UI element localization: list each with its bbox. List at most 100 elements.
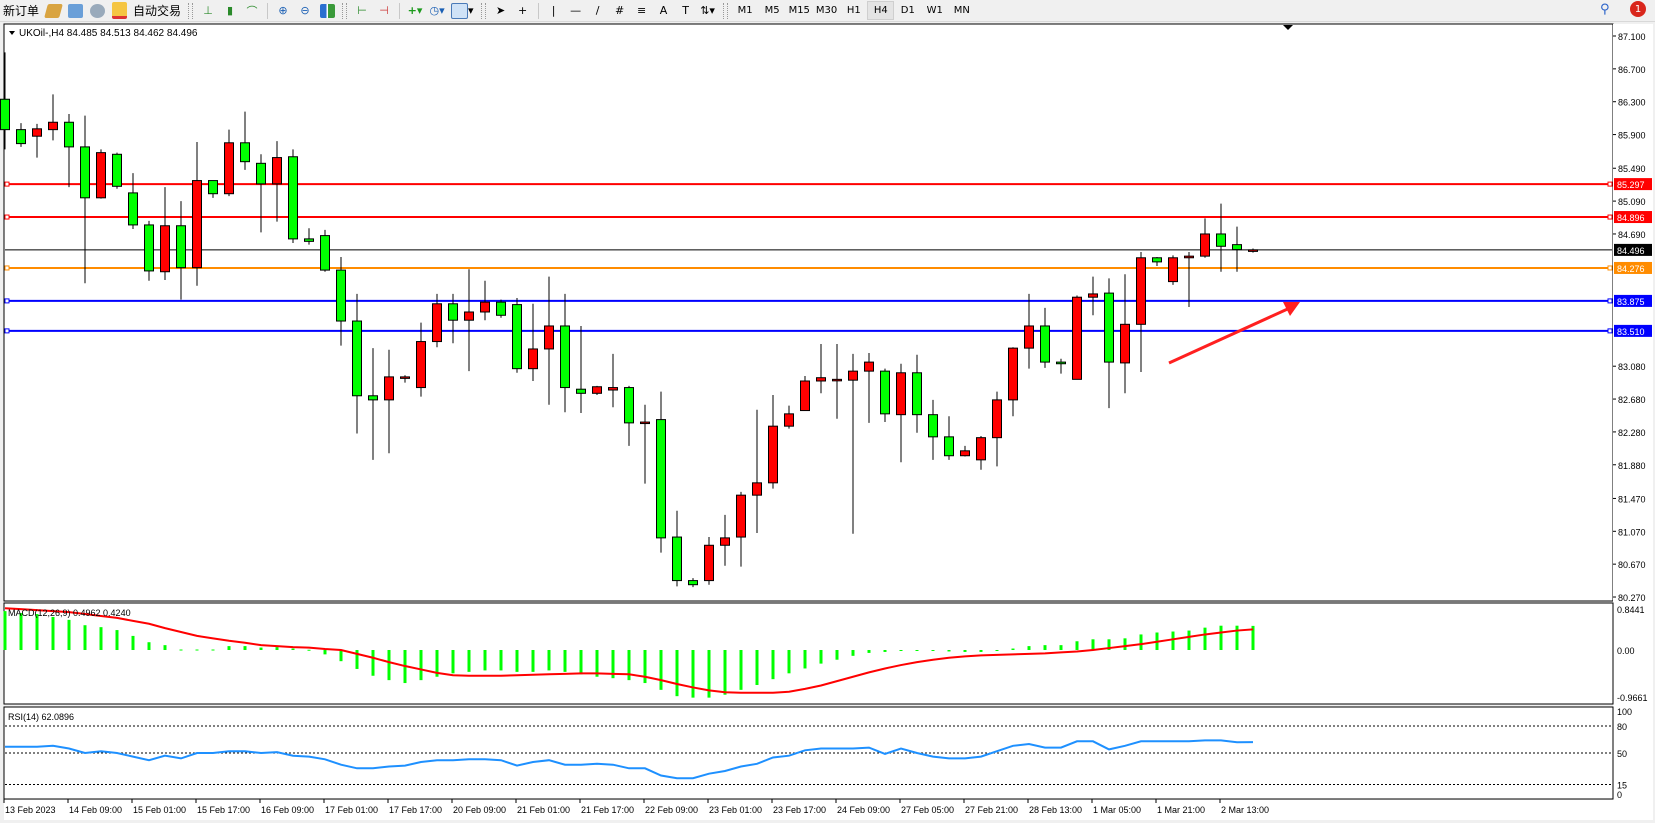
new-order-button[interactable]: 新订单 <box>3 4 40 18</box>
candle <box>352 293 362 434</box>
price-axis-label: 86.700 <box>1618 65 1646 75</box>
templates-icon[interactable]: ▾ <box>448 1 477 20</box>
candle-body <box>816 377 826 382</box>
search-icon[interactable]: ⚲ <box>1600 2 1610 17</box>
trendline-icon[interactable]: / <box>595 4 600 17</box>
toolbar-grip <box>722 2 728 19</box>
candle <box>256 154 266 233</box>
price-axis-label: 80.670 <box>1618 560 1646 570</box>
tile-windows-icon[interactable] <box>316 1 338 20</box>
periods-icon[interactable]: ◷▾ <box>429 4 445 17</box>
zoom-out-icon[interactable]: ⊖ <box>300 4 310 17</box>
level-price-tag <box>1614 294 1652 307</box>
candle-body <box>960 450 970 457</box>
candle <box>112 152 122 189</box>
timeframe-m15[interactable]: M15 <box>788 5 810 16</box>
chart-shift-icon[interactable]: ⊣ <box>379 4 389 17</box>
timeframe-mn[interactable]: MN <box>953 5 970 16</box>
text-label-icon[interactable]: T <box>682 4 689 17</box>
indicators-icon[interactable]: +▾ <box>407 4 423 17</box>
candle <box>560 293 570 413</box>
candle <box>160 187 170 280</box>
price-axis-label: 81.470 <box>1618 494 1646 504</box>
notification-badge[interactable]: 1 <box>1630 1 1646 17</box>
market-watch-icon[interactable] <box>64 1 86 20</box>
candle <box>0 52 10 150</box>
macd-histogram-bar <box>707 650 711 698</box>
price-axis-label: 80.270 <box>1618 593 1646 603</box>
candle-body <box>944 436 954 457</box>
candle-body <box>64 121 74 148</box>
candle <box>992 391 1002 467</box>
candle <box>544 276 554 405</box>
candle-body <box>192 180 202 269</box>
candle-body <box>256 162 266 185</box>
candle <box>880 368 890 423</box>
macd-histogram-bar <box>147 642 151 650</box>
candle-body <box>1088 293 1098 298</box>
macd-histogram-bar <box>307 649 311 651</box>
time-axis-label: 23 Feb 01:00 <box>709 805 762 815</box>
macd-histogram-bar <box>915 650 919 651</box>
vertical-line-icon[interactable]: | <box>551 4 556 17</box>
timeframe-d1[interactable]: D1 <box>900 5 915 16</box>
level-price-tag-text: 84.276 <box>1617 264 1645 274</box>
price-chart[interactable]: 87.100 86.700 86.300 85.900 85.490 85.090 84.6… <box>0 22 1655 823</box>
macd-histogram-bar <box>899 650 903 651</box>
auto-trading-button[interactable]: 自动交易 <box>133 4 182 18</box>
zoom-in-icon[interactable]: ⊕ <box>278 4 288 17</box>
candle <box>496 299 506 318</box>
auto-scroll-icon[interactable]: ⊢ <box>357 4 367 17</box>
timeframe-m30[interactable]: M30 <box>815 5 838 16</box>
rsi-axis-label: 50 <box>1617 749 1627 759</box>
price-axis-label: 85.090 <box>1618 197 1646 207</box>
candle-body <box>416 341 426 389</box>
candle <box>1168 255 1178 285</box>
horizontal-line-icon[interactable]: — <box>570 4 582 17</box>
candle-body <box>656 419 666 539</box>
candle <box>720 514 730 566</box>
timeframe-m5[interactable]: M5 <box>764 5 780 16</box>
candle-body <box>912 372 922 416</box>
candle-body <box>992 399 1002 439</box>
auto-trading-icon[interactable] <box>108 1 130 20</box>
macd-histogram-bar <box>803 650 807 669</box>
timeframe-m1[interactable]: M1 <box>737 5 753 16</box>
candle <box>368 348 378 460</box>
rsi-axis-label: 15 <box>1617 781 1627 791</box>
line-chart-icon[interactable]: ⌒ <box>246 4 258 18</box>
macd-histogram-bar <box>627 650 631 681</box>
candle <box>1136 252 1146 372</box>
macd-label: MACD(12,26,9) 0.4962 0.4240 <box>8 608 131 618</box>
timeframe-h4[interactable]: H4 <box>867 1 895 20</box>
macd-histogram-bar <box>1043 645 1047 650</box>
candle <box>512 298 522 373</box>
crosshair-icon[interactable]: + <box>517 4 528 17</box>
fibonacci-icon[interactable]: ≡ <box>636 4 647 17</box>
macd-histogram-bar <box>547 650 551 671</box>
metaeditor-icon[interactable] <box>42 1 64 20</box>
macd-histogram-bar <box>419 650 423 681</box>
text-icon[interactable]: A <box>659 4 668 17</box>
timeframe-h1[interactable]: H1 <box>846 5 861 16</box>
candle <box>416 322 426 397</box>
chart-shift-marker[interactable] <box>1283 25 1293 30</box>
cursor-icon[interactable]: ➤ <box>495 4 506 17</box>
candle-body <box>352 320 362 397</box>
equidistant-channel-icon[interactable]: # <box>614 4 625 17</box>
level-handle <box>4 265 10 271</box>
time-axis-label: 27 Feb 05:00 <box>901 805 954 815</box>
candle <box>448 293 458 344</box>
collapse-triangle-icon[interactable] <box>9 31 15 35</box>
candle <box>800 376 810 412</box>
candle <box>240 111 250 170</box>
candle <box>336 256 346 346</box>
candlestick-icon[interactable]: ▮ <box>227 4 234 17</box>
arrows-icon[interactable]: ⇅▾ <box>700 4 715 17</box>
signals-icon[interactable] <box>86 1 108 20</box>
macd-histogram-bar <box>131 635 135 650</box>
bar-chart-icon[interactable]: ⊥ <box>203 4 213 17</box>
macd-histogram-bar <box>67 619 71 650</box>
timeframe-w1[interactable]: W1 <box>926 5 943 16</box>
macd-histogram-bar <box>371 650 375 676</box>
